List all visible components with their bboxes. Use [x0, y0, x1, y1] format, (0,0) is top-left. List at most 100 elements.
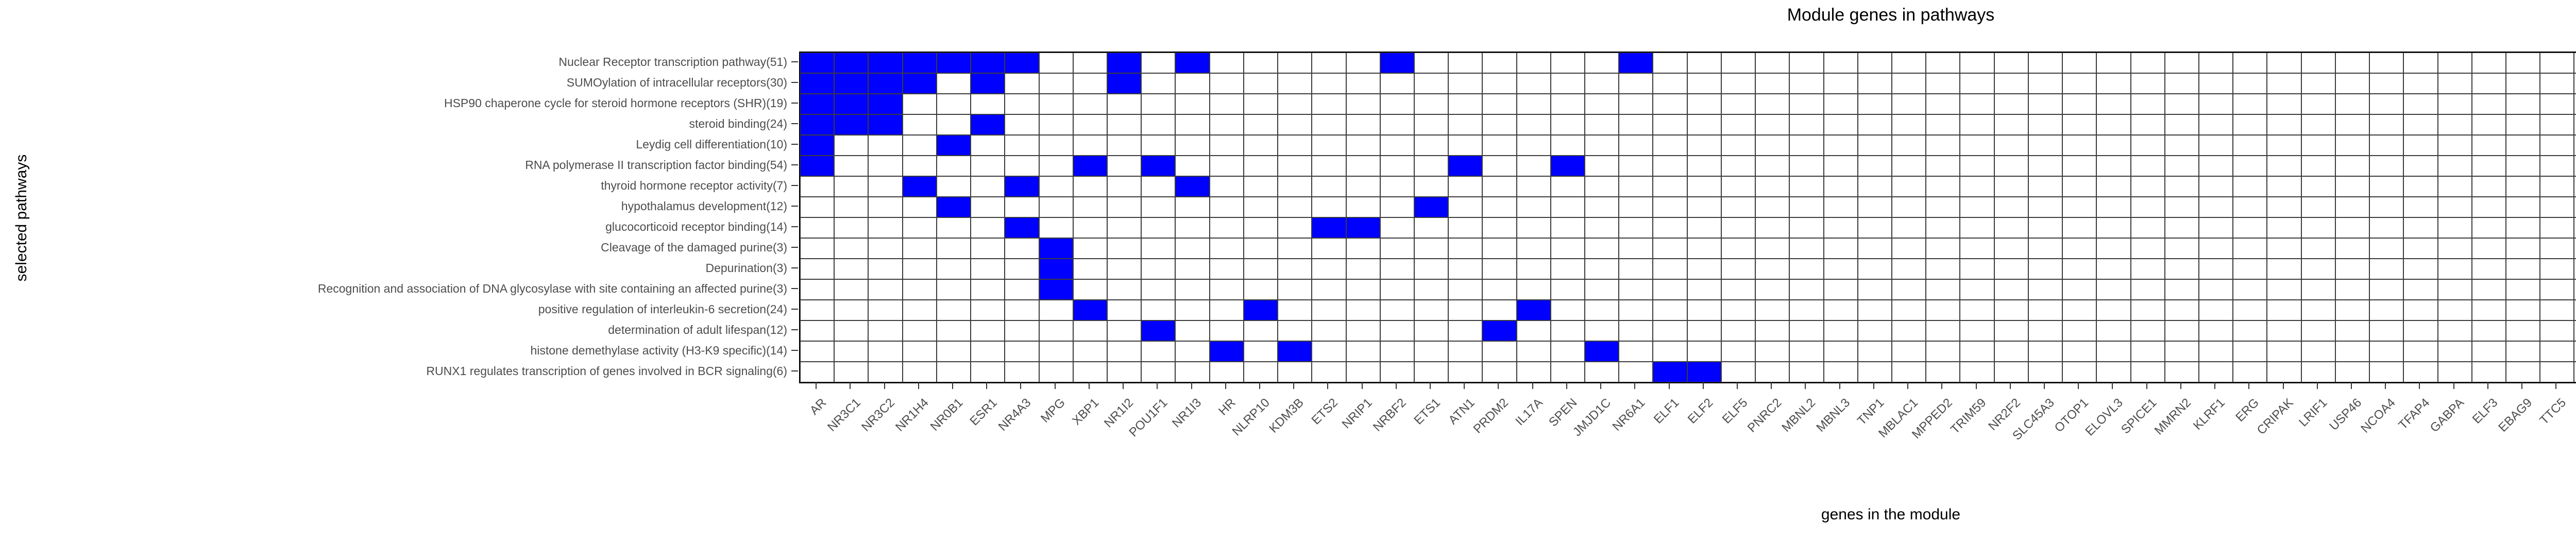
heatmap-cell: [1517, 197, 1551, 217]
x-tick-label: MBNL3: [1814, 396, 1853, 435]
heatmap-cell: [834, 259, 868, 279]
heatmap-cell: [1892, 176, 1926, 197]
heatmap-cell: [1721, 362, 1755, 382]
heatmap-cell: [2062, 197, 2096, 217]
heatmap-cell: [1039, 135, 1073, 156]
heatmap-cell: [834, 362, 868, 382]
heatmap-cell: [1141, 320, 1175, 341]
heatmap-cell: [2131, 341, 2165, 362]
heatmap-cell: [1448, 341, 1482, 362]
heatmap-cell: [1244, 135, 1278, 156]
heatmap-cell: [1517, 135, 1551, 156]
heatmap-cell: [1482, 176, 1517, 197]
y-tick: [791, 226, 798, 227]
heatmap-cell: [2062, 362, 2096, 382]
heatmap-cell: [1721, 259, 1755, 279]
heatmap-cell: [1687, 341, 1721, 362]
heatmap-cell: [971, 279, 1005, 300]
y-tick-label: glucocorticoid receptor binding(14): [605, 220, 787, 233]
heatmap-cell: [1960, 53, 1994, 73]
heatmap-cell: [903, 217, 937, 238]
heatmap-cell: [1789, 176, 1824, 197]
x-tick: [2385, 382, 2386, 389]
heatmap-cell: [1687, 135, 1721, 156]
heatmap-cell: [1824, 156, 1858, 176]
y-tick-label: RNA polymerase II transcription factor b…: [525, 158, 787, 172]
heatmap-cell: [2267, 341, 2301, 362]
heatmap-cell: [1039, 197, 1073, 217]
x-tick-label: NRIP1: [1339, 396, 1375, 432]
heatmap-cell: [2028, 73, 2062, 94]
x-tick-label: KDM3B: [1266, 396, 1307, 436]
heatmap-cell: [1278, 156, 1312, 176]
heatmap-cell: [1039, 73, 1073, 94]
heatmap-cell: [1380, 53, 1414, 73]
heatmap-cell: [1278, 341, 1312, 362]
heatmap-cell: [1210, 176, 1244, 197]
heatmap-cell: [868, 217, 903, 238]
heatmap-cell: [1346, 176, 1380, 197]
heatmap-cell: [2165, 259, 2199, 279]
heatmap-cell: [1210, 94, 1244, 114]
heatmap-cell: [2540, 73, 2574, 94]
heatmap-cell: [2062, 279, 2096, 300]
heatmap-cell: [2062, 135, 2096, 156]
heatmap-cell: [2267, 135, 2301, 156]
heatmap-cell: [2574, 279, 2576, 300]
heatmap-cell: [2131, 156, 2165, 176]
heatmap-cell: [1039, 114, 1073, 135]
heatmap-cell: [1141, 300, 1175, 320]
heatmap-cell: [1517, 362, 1551, 382]
heatmap-cell: [1073, 135, 1107, 156]
heatmap-cell: [2540, 341, 2574, 362]
heatmap-cell: [2028, 300, 2062, 320]
heatmap-cell: [2574, 238, 2576, 259]
heatmap-cell: [1448, 259, 1482, 279]
heatmap-cell: [1585, 259, 1619, 279]
heatmap-cell: [1482, 156, 1517, 176]
heatmap-cell: [2369, 94, 2403, 114]
heatmap-cell: [834, 279, 868, 300]
heatmap-cell: [1926, 176, 1960, 197]
heatmap-cell: [868, 53, 903, 73]
heatmap-cell: [1141, 53, 1175, 73]
heatmap-cell: [1039, 176, 1073, 197]
heatmap-cell: [2062, 341, 2096, 362]
x-tick-label: USP46: [2327, 396, 2365, 433]
heatmap-cell: [2540, 238, 2574, 259]
heatmap-cell: [1005, 176, 1039, 197]
heatmap-cell: [1346, 279, 1380, 300]
heatmap-cell: [1346, 300, 1380, 320]
heatmap-cell: [1619, 259, 1653, 279]
heatmap-cell: [1994, 320, 2028, 341]
heatmap-cell: [1653, 259, 1687, 279]
heatmap-cell: [1073, 197, 1107, 217]
x-tick: [1430, 382, 1431, 389]
heatmap-cell: [2369, 114, 2403, 135]
y-tick: [791, 61, 798, 62]
heatmap-cell: [971, 156, 1005, 176]
heatmap-cell: [2267, 362, 2301, 382]
heatmap-cell: [1414, 238, 1448, 259]
heatmap-cell: [2472, 341, 2506, 362]
heatmap-cell: [1448, 320, 1482, 341]
heatmap-cell: [1789, 73, 1824, 94]
heatmap-cell: [2506, 135, 2540, 156]
heatmap-cell: [1960, 73, 1994, 94]
heatmap-cell: [1619, 73, 1653, 94]
y-tick: [791, 370, 798, 371]
heatmap-cell: [1312, 217, 1346, 238]
heatmap-cell: [1721, 114, 1755, 135]
heatmap-cell: [2199, 341, 2233, 362]
heatmap-cell: [800, 156, 834, 176]
heatmap-cell: [1994, 259, 2028, 279]
heatmap-cell: [2233, 217, 2267, 238]
heatmap-cell: [1551, 238, 1585, 259]
heatmap-cell: [2096, 238, 2131, 259]
heatmap-cell: [1892, 114, 1926, 135]
heatmap-cell: [1448, 73, 1482, 94]
heatmap-cell: [2335, 341, 2369, 362]
heatmap-cell: [2096, 300, 2131, 320]
heatmap-cell: [1517, 341, 1551, 362]
